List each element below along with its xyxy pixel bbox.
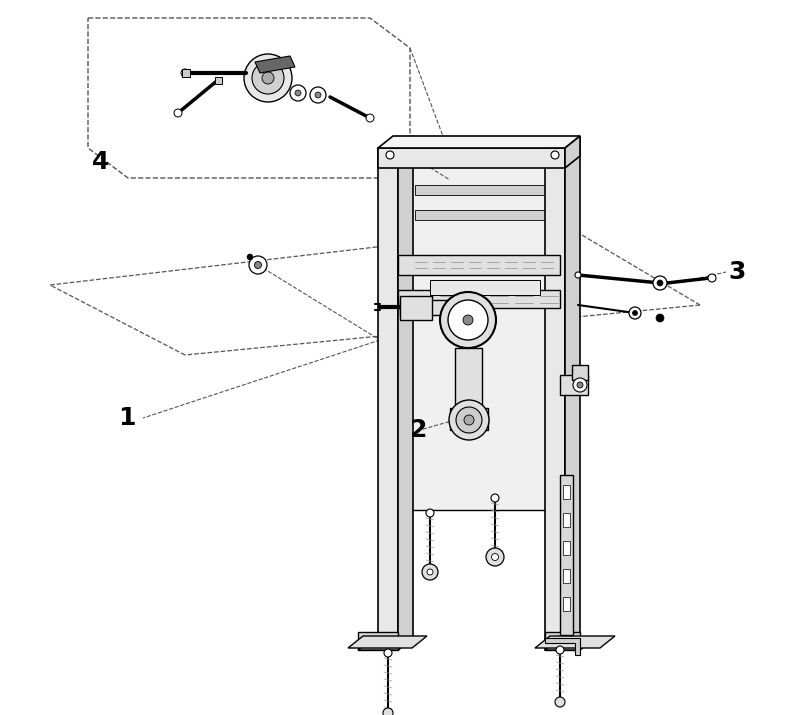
Polygon shape	[560, 475, 573, 635]
Circle shape	[386, 151, 394, 159]
Circle shape	[657, 280, 663, 286]
Circle shape	[629, 307, 641, 319]
Polygon shape	[545, 638, 580, 655]
Circle shape	[295, 90, 301, 96]
Circle shape	[575, 272, 581, 278]
Polygon shape	[395, 148, 560, 510]
Circle shape	[252, 62, 284, 94]
Circle shape	[244, 54, 292, 102]
Circle shape	[422, 564, 438, 580]
Circle shape	[426, 509, 434, 517]
Polygon shape	[565, 136, 580, 650]
Circle shape	[653, 276, 667, 290]
Circle shape	[449, 400, 489, 440]
Circle shape	[551, 151, 559, 159]
Bar	[563, 597, 570, 611]
Circle shape	[310, 87, 326, 103]
Polygon shape	[348, 636, 427, 648]
Polygon shape	[215, 77, 222, 84]
Polygon shape	[560, 375, 588, 395]
Polygon shape	[358, 638, 413, 650]
Polygon shape	[378, 148, 565, 168]
Circle shape	[249, 256, 267, 274]
Text: 1: 1	[118, 406, 135, 430]
Polygon shape	[398, 290, 560, 308]
Polygon shape	[398, 136, 413, 650]
Polygon shape	[572, 365, 588, 380]
Circle shape	[491, 494, 499, 502]
Bar	[563, 513, 570, 527]
Polygon shape	[545, 638, 595, 650]
Circle shape	[290, 85, 306, 101]
Polygon shape	[450, 408, 488, 430]
Circle shape	[491, 553, 498, 561]
Polygon shape	[545, 148, 565, 650]
Circle shape	[555, 697, 565, 707]
Polygon shape	[358, 632, 398, 650]
Polygon shape	[400, 300, 460, 315]
Polygon shape	[182, 69, 190, 77]
Polygon shape	[400, 296, 432, 320]
Polygon shape	[378, 136, 580, 148]
Circle shape	[383, 708, 393, 715]
Bar	[563, 541, 570, 555]
Circle shape	[315, 92, 321, 98]
Circle shape	[174, 109, 182, 117]
Polygon shape	[455, 348, 482, 415]
Polygon shape	[430, 280, 540, 295]
Bar	[563, 569, 570, 583]
Circle shape	[633, 310, 638, 315]
Polygon shape	[415, 210, 550, 220]
Circle shape	[463, 315, 473, 325]
Bar	[563, 485, 570, 499]
Text: 2: 2	[410, 418, 427, 442]
Circle shape	[181, 69, 189, 77]
Text: 4: 4	[92, 150, 110, 174]
Circle shape	[464, 415, 474, 425]
Circle shape	[440, 292, 496, 348]
Circle shape	[262, 72, 274, 84]
Circle shape	[573, 378, 587, 392]
Circle shape	[577, 382, 583, 388]
Circle shape	[456, 407, 482, 433]
Circle shape	[247, 254, 253, 260]
Circle shape	[384, 649, 392, 657]
Circle shape	[556, 646, 564, 654]
Polygon shape	[415, 185, 550, 195]
Circle shape	[366, 114, 374, 122]
Polygon shape	[545, 632, 580, 650]
Polygon shape	[398, 255, 560, 275]
Circle shape	[656, 314, 664, 322]
Circle shape	[486, 548, 504, 566]
Polygon shape	[565, 136, 580, 168]
Polygon shape	[535, 636, 615, 648]
Polygon shape	[255, 56, 295, 73]
Circle shape	[427, 569, 433, 575]
Circle shape	[708, 274, 716, 282]
Circle shape	[254, 262, 262, 269]
Polygon shape	[378, 148, 398, 650]
Text: 3: 3	[728, 260, 746, 284]
Circle shape	[448, 300, 488, 340]
